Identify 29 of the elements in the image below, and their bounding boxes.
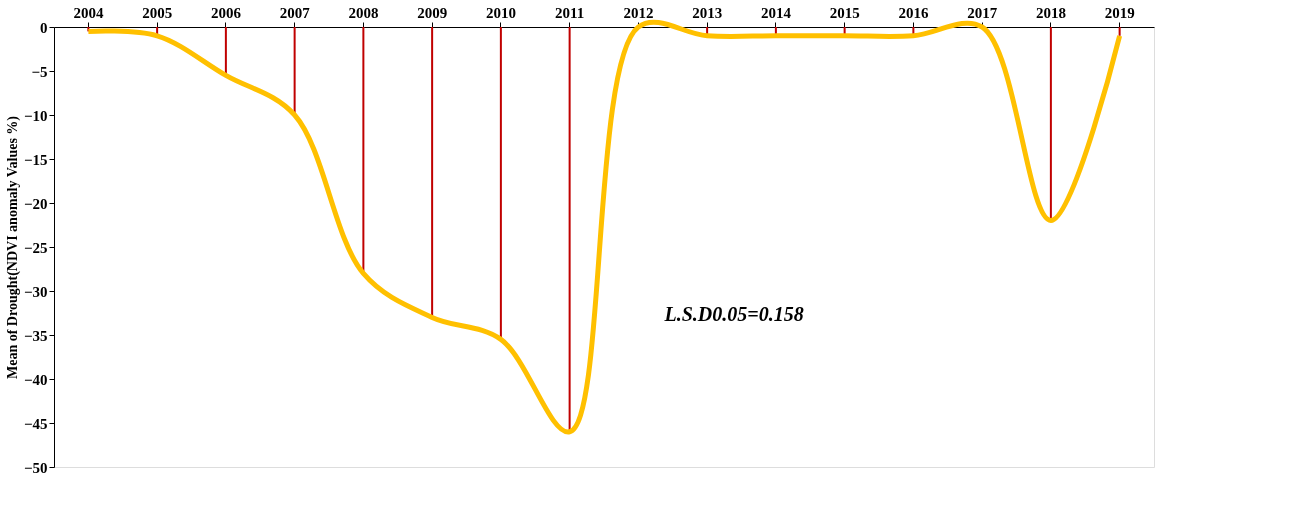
x-tick-label: 2005	[142, 4, 173, 21]
x-tick-label: 2009	[417, 4, 448, 21]
y-tick-label: −25	[23, 239, 48, 256]
x-tick-label: 2004	[73, 4, 104, 21]
y-tick-label: −35	[23, 327, 48, 344]
annotation: L.S.D0.05=0.158	[663, 303, 804, 326]
y-tick-label: −5	[31, 63, 48, 80]
x-tick-label: 2017	[967, 4, 998, 21]
y-tick-label: −15	[23, 151, 48, 168]
x-tick-label: 2015	[829, 4, 860, 21]
x-tick-label: 2006	[210, 4, 242, 21]
x-tick-label: 2012	[623, 4, 654, 21]
y-tick-label: −30	[23, 283, 48, 300]
x-tick-label: 2007	[279, 4, 311, 21]
y-tick-label: 0	[40, 19, 48, 36]
x-tick-label: 2008	[348, 4, 379, 21]
x-tick-label: 2011	[555, 4, 585, 21]
x-tick-label: 2016	[898, 4, 929, 21]
x-tick-label: 2014	[760, 4, 792, 21]
y-tick-label: −40	[23, 371, 48, 388]
y-tick-label: −45	[23, 415, 48, 432]
x-tick-label: 2018	[1035, 4, 1066, 21]
y-axis-title: Mean of Drought(NDVI anomaly Values %)	[4, 115, 21, 380]
y-tick-label: −10	[23, 107, 48, 124]
x-tick-label: 2019	[1104, 4, 1135, 21]
x-tick-label: 2013	[692, 4, 723, 21]
y-tick-label: −20	[23, 195, 48, 212]
y-tick-label: −50	[23, 459, 48, 476]
x-tick-label: 2010	[485, 4, 516, 21]
